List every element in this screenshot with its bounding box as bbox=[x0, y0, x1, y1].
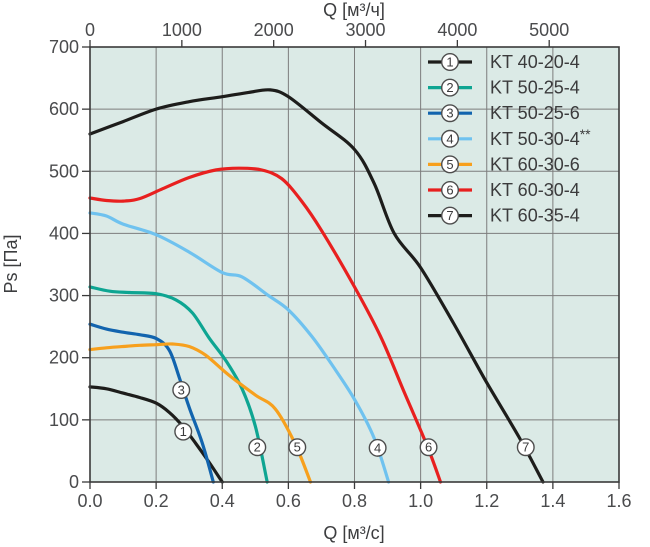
curve-kt-50-30-4 bbox=[88, 211, 391, 484]
legend-item-kt-50-25-6: 3 KT 50-25-6 bbox=[428, 103, 580, 123]
top-axis-tick-label: 4000 bbox=[437, 20, 477, 40]
left-axis-tick-label: 200 bbox=[49, 348, 79, 368]
bottom-axis-tick-label: 0.8 bbox=[342, 491, 367, 511]
left-axis-tick-label: 700 bbox=[49, 37, 79, 57]
badge-number-4: 4 bbox=[374, 440, 381, 455]
bottom-axis-tick-label: 0.6 bbox=[276, 491, 301, 511]
curve-badge-kt-40-20-4: 1 bbox=[174, 422, 193, 441]
curve-badge-kt-50-25-6: 3 bbox=[172, 381, 191, 400]
badge-number-5: 5 bbox=[294, 440, 301, 455]
curve-kt-50-25-4 bbox=[88, 285, 269, 484]
legend-item-kt-60-35-4: 7 KT 60-35-4 bbox=[428, 206, 580, 226]
legend-item-kt-50-30-4: 4 KT 50-30-4** bbox=[428, 126, 591, 149]
legend-marker-circle-3 bbox=[441, 104, 460, 123]
legend-marker-number-7: 7 bbox=[446, 208, 453, 223]
badge-number-2: 2 bbox=[254, 440, 261, 455]
legend-label-kt-60-30-6: KT 60-30-6 bbox=[490, 154, 580, 174]
curves bbox=[88, 88, 545, 484]
axis-ticks bbox=[82, 40, 620, 489]
badge-circle-3 bbox=[172, 381, 191, 400]
left-axis-tick-label: 0 bbox=[69, 472, 79, 492]
legend-marker-circle-5 bbox=[441, 155, 460, 174]
bottom-axis-tick-label: 1.2 bbox=[474, 491, 499, 511]
curve-kt-60-30-6 bbox=[88, 342, 313, 484]
legend-marker-circle-4 bbox=[441, 129, 460, 148]
top-axis-tick-label: 0 bbox=[85, 20, 95, 40]
curve-kt-60-30-4 bbox=[88, 166, 443, 484]
legend: 1 KT 40-20-4 2 KT 50-25-4 3 KT 50-25-6 4 KT 50-… bbox=[428, 52, 591, 226]
legend-label-kt-50-25-4: KT 50-25-4 bbox=[490, 78, 580, 98]
legend-label-kt-60-30-4: KT 60-30-4 bbox=[490, 180, 580, 200]
legend-label-kt-50-25-6: KT 50-25-6 bbox=[490, 103, 580, 123]
curve-number-badges: 1 2 3 4 5 6 7 bbox=[172, 381, 535, 457]
bottom-axis-tick-label: 1.6 bbox=[606, 491, 631, 511]
legend-marker-number-3: 3 bbox=[446, 106, 453, 121]
badge-number-6: 6 bbox=[425, 440, 432, 455]
left-axis-tick-label: 600 bbox=[49, 99, 79, 119]
curve-badge-kt-60-30-6: 5 bbox=[288, 438, 307, 457]
legend-marker-number-6: 6 bbox=[446, 183, 453, 198]
legend-item-kt-60-30-4: 6 KT 60-30-4 bbox=[428, 180, 580, 200]
badge-number-7: 7 bbox=[522, 440, 529, 455]
left-axis-tick-label: 100 bbox=[49, 410, 79, 430]
curve-kt-60-35-4 bbox=[88, 88, 545, 484]
badge-circle-7 bbox=[516, 438, 535, 457]
left-axis-tick-label: 400 bbox=[49, 223, 79, 243]
legend-label-kt-40-20-4: KT 40-20-4 bbox=[490, 52, 580, 72]
badge-number-1: 1 bbox=[180, 424, 187, 439]
left-axis-tick-label: 500 bbox=[49, 161, 79, 181]
legend-marker-number-2: 2 bbox=[446, 80, 453, 95]
legend-item-kt-60-30-6: 5 KT 60-30-6 bbox=[428, 154, 580, 174]
legend-marker-circle-2 bbox=[441, 78, 460, 97]
legend-item-kt-40-20-4: 1 KT 40-20-4 bbox=[428, 52, 580, 72]
badge-number-3: 3 bbox=[178, 383, 185, 398]
legend-marker-number-1: 1 bbox=[446, 55, 453, 70]
bottom-axis-tick-label: 0.2 bbox=[144, 491, 169, 511]
badge-circle-6 bbox=[419, 438, 438, 457]
legend-marker-number-4: 4 bbox=[446, 131, 453, 146]
legend-marker-circle-1 bbox=[441, 53, 460, 72]
top-axis-tick-label: 5000 bbox=[529, 20, 569, 40]
legend-label-suffix: ** bbox=[580, 126, 591, 142]
legend-item-kt-50-25-4: 2 KT 50-25-4 bbox=[428, 78, 580, 98]
curve-badge-kt-60-35-4: 7 bbox=[516, 438, 535, 457]
bottom-axis-tick-label: 1.4 bbox=[540, 491, 565, 511]
top-axis-tick-label: 1000 bbox=[162, 20, 202, 40]
curve-kt-40-20-4 bbox=[88, 385, 224, 484]
left-axis-title: Ps [Па] bbox=[1, 235, 21, 294]
top-axis-tick-label: 2000 bbox=[254, 20, 294, 40]
bottom-axis-title: Q [м³/с] bbox=[323, 523, 384, 543]
legend-marker-circle-7 bbox=[441, 206, 460, 225]
bottom-axis-tick-label: 0.0 bbox=[77, 491, 102, 511]
bottom-axis-tick-label: 0.4 bbox=[210, 491, 235, 511]
curve-badge-kt-50-25-4: 2 bbox=[248, 438, 267, 457]
badge-circle-5 bbox=[288, 438, 307, 457]
badge-circle-1 bbox=[174, 422, 193, 441]
top-axis-tick-label: 3000 bbox=[345, 20, 385, 40]
top-axis-title: Q [м³/ч] bbox=[323, 0, 385, 20]
left-axis-tick-label: 300 bbox=[49, 286, 79, 306]
legend-label-kt-50-30-4: KT 50-30-4** bbox=[490, 126, 591, 149]
badge-circle-2 bbox=[248, 438, 267, 457]
badge-circle-4 bbox=[368, 438, 387, 457]
legend-marker-circle-6 bbox=[441, 180, 460, 199]
curve-badge-kt-50-30-4: 4 bbox=[368, 438, 387, 457]
legend-label-kt-60-35-4: KT 60-35-4 bbox=[490, 206, 580, 226]
curve-badge-kt-60-30-4: 6 bbox=[419, 438, 438, 457]
bottom-axis-tick-label: 1.0 bbox=[408, 491, 433, 511]
legend-marker-number-5: 5 bbox=[446, 157, 453, 172]
